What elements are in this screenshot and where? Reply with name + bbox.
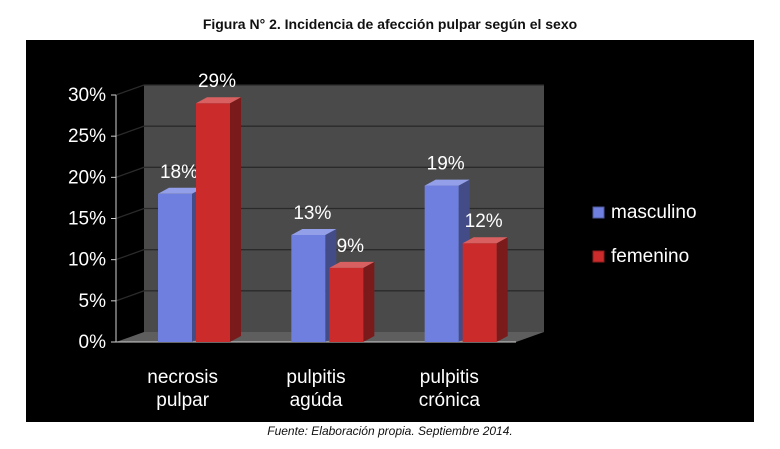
y-tick-label: 15% xyxy=(68,209,106,230)
legend-label: femenino xyxy=(611,246,689,267)
bar-top xyxy=(291,228,337,235)
x-category-label: necrosis xyxy=(147,367,218,388)
bar-femenino xyxy=(329,261,375,342)
y-tick-label: 25% xyxy=(68,126,106,147)
y-tick-label: 5% xyxy=(79,291,107,312)
bar-masculino xyxy=(424,179,470,342)
bar-front xyxy=(158,193,192,342)
y-gridline xyxy=(115,84,544,96)
y-tick-label: 0% xyxy=(79,332,107,353)
y-gridline xyxy=(115,125,544,137)
bar-top xyxy=(424,179,470,186)
y-gridline xyxy=(115,207,544,220)
y-gridline xyxy=(115,166,544,178)
data-label: 12% xyxy=(465,211,503,232)
x-category-label: pulpar xyxy=(156,390,209,411)
bar-top xyxy=(158,187,203,194)
bar-front xyxy=(329,267,364,342)
x-category-label: crónica xyxy=(419,390,481,411)
data-label: 19% xyxy=(427,154,465,175)
y-tick-label: 30% xyxy=(68,85,106,106)
data-label: 9% xyxy=(337,236,365,257)
bar-side xyxy=(363,261,375,342)
x-category-label: agúda xyxy=(290,390,343,411)
x-category-label: pulpitis xyxy=(420,367,479,388)
y-tick-label: 20% xyxy=(68,167,106,188)
figure-title: Figura N° 2. Incidencia de afección pulp… xyxy=(202,16,578,32)
y-tick-label: 10% xyxy=(68,250,106,271)
bar-front xyxy=(462,243,497,342)
legend-label: masculino xyxy=(611,202,697,223)
bar-front xyxy=(291,234,326,342)
legend-swatch xyxy=(592,250,605,263)
y-gridline xyxy=(115,249,544,261)
data-label: 18% xyxy=(160,162,198,183)
legend-swatch xyxy=(592,206,605,219)
bar-side xyxy=(496,237,508,342)
bar-front xyxy=(424,185,459,342)
bar-femenino xyxy=(196,97,241,342)
legend-item-femenino: femenino xyxy=(592,246,689,267)
bar-top xyxy=(462,237,508,244)
x-category-label: pulpitis xyxy=(286,367,345,388)
bar-chart: 0% 5% 10% 15% 20% 25% 30% 18% 13% 19% 29% 9% 12% necr… xyxy=(26,40,754,422)
legend-item-masculino: masculino xyxy=(592,202,697,223)
bar-top xyxy=(329,261,375,268)
bar-front xyxy=(196,103,230,342)
bar-femenino xyxy=(462,237,508,342)
y-gridline xyxy=(115,290,544,302)
bar-top xyxy=(196,97,241,104)
data-label: 29% xyxy=(198,71,236,92)
bar-masculino xyxy=(291,228,337,342)
bar-side xyxy=(230,97,241,342)
data-label: 13% xyxy=(293,203,331,224)
figure-source: Fuente: Elaboración propia. Septiembre 2… xyxy=(267,424,513,438)
